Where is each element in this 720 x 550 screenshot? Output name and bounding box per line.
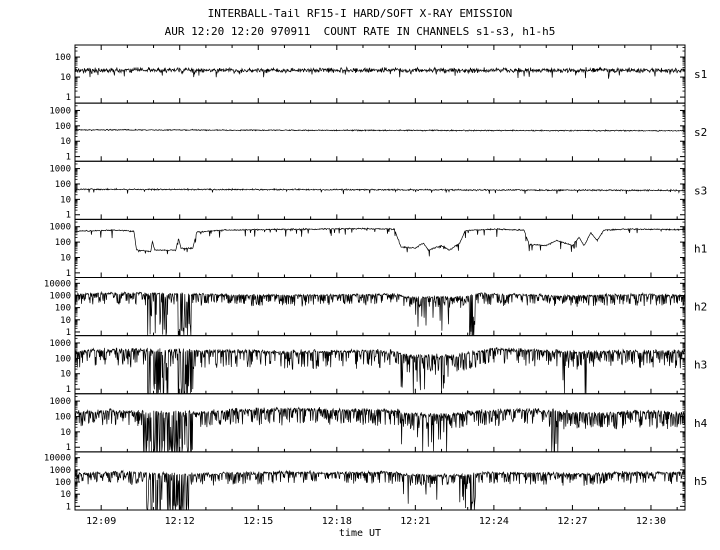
y-tick-label-h1: 1000 [49, 223, 71, 233]
y-tick-label-h2: 10 [60, 316, 71, 326]
series-s3 [74, 187, 686, 195]
y-tick-label-h4: 10 [60, 428, 71, 438]
y-tick-label-h1: 1 [66, 269, 71, 279]
series-h4 [74, 406, 686, 453]
series-h3 [74, 347, 686, 395]
y-tick-label-h3: 10 [60, 370, 71, 380]
y-tick-label-s1: 10 [60, 73, 71, 83]
y-tick-label-s3: 10 [60, 195, 71, 205]
y-tick-label-s3: 1 [66, 211, 71, 221]
series-s2 [74, 128, 686, 132]
x-tick-label: 12:30 [636, 516, 666, 527]
y-tick-label-h3: 1000 [49, 339, 71, 349]
series-h2 [74, 290, 686, 336]
x-tick-label: 12:12 [165, 516, 195, 527]
panel-box-s1 [74, 44, 686, 104]
y-tick-label-h5: 1 [66, 502, 71, 512]
channel-label-h1: h1 [694, 242, 707, 255]
channel-label-s2: s2 [694, 126, 707, 139]
y-tick-label-s2: 1000 [49, 106, 71, 116]
y-tick-label-h4: 1000 [49, 397, 71, 407]
y-tick-label-h1: 100 [55, 238, 71, 248]
y-tick-label-s1: 1 [66, 93, 71, 103]
y-tick-label-s3: 100 [55, 180, 71, 190]
y-tick-label-s3: 1000 [49, 165, 71, 175]
y-tick-label-h1: 10 [60, 253, 71, 263]
y-tick-label-h4: 100 [55, 412, 71, 422]
y-tick-label-h2: 1000 [49, 291, 71, 301]
chart-subtitle: AUR 12:20 12:20 970911 COUNT RATE IN CHA… [164, 25, 556, 38]
panel-box-s2 [74, 102, 686, 162]
chart-title: INTERBALL-Tail RF15-I HARD/SOFT X-RAY EM… [207, 7, 513, 20]
y-tick-label-h2: 10000 [44, 279, 71, 289]
y-tick-label-h4: 1 [66, 443, 71, 453]
x-tick-label: 12:24 [479, 516, 509, 527]
series-h1 [74, 227, 686, 257]
channel-label-s3: s3 [694, 184, 707, 197]
y-tick-label-s1: 100 [55, 53, 71, 63]
x-tick-label: 12:15 [243, 516, 273, 527]
channel-label-s1: s1 [694, 68, 707, 81]
y-tick-label-s2: 100 [55, 122, 71, 132]
x-tick-label: 12:21 [400, 516, 430, 527]
y-tick-label-h5: 100 [55, 478, 71, 488]
x-tick-label: 12:09 [86, 516, 116, 527]
series-s1 [74, 66, 686, 79]
channel-label-h3: h3 [694, 359, 707, 372]
y-tick-label-h5: 10 [60, 490, 71, 500]
y-tick-label-h5: 10000 [44, 454, 71, 464]
x-tick-label: 12:27 [557, 516, 587, 527]
y-tick-label-h3: 1 [66, 385, 71, 395]
series-h5 [74, 469, 686, 511]
channel-label-h4: h4 [694, 417, 708, 430]
y-tick-label-h2: 100 [55, 304, 71, 314]
channel-label-h5: h5 [694, 475, 707, 488]
panel-box-h5 [74, 451, 686, 511]
x-axis-label: time UT [338, 528, 382, 539]
y-tick-label-s2: 1 [66, 153, 71, 163]
channel-label-h2: h2 [694, 301, 707, 314]
y-tick-label-h3: 100 [55, 354, 71, 364]
y-tick-label-h5: 1000 [49, 466, 71, 476]
y-tick-label-h2: 1 [66, 328, 71, 338]
y-tick-label-s2: 10 [60, 137, 71, 147]
x-tick-label: 12:18 [322, 516, 352, 527]
